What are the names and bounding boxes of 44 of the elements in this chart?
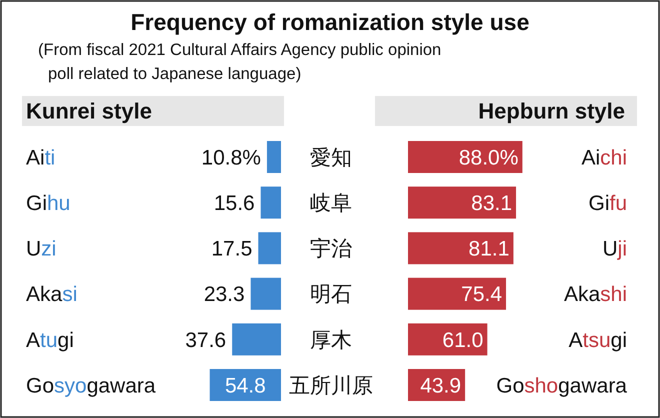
- data-label: 81.1: [468, 238, 510, 261]
- text: 明石: [310, 283, 352, 306]
- y-tick-label: Gifu: [588, 192, 627, 215]
- data-label: 54.8: [224, 374, 266, 398]
- bar: [232, 323, 281, 356]
- text: 厚木: [310, 328, 352, 352]
- bar: [250, 278, 281, 310]
- text: 岐阜: [310, 192, 352, 215]
- y-tick-label: Akasi: [26, 283, 78, 306]
- data-label: 10.8%: [201, 146, 261, 170]
- bar: [408, 186, 516, 219]
- text: 宇治: [310, 238, 352, 261]
- data-label: 23.3: [204, 283, 245, 306]
- bar: [408, 141, 522, 173]
- data-label: 61.0: [442, 328, 484, 352]
- bar: [408, 323, 488, 356]
- bar: [266, 141, 281, 173]
- chart-title: Hepburn style: [478, 98, 625, 124]
- bar: [408, 232, 514, 264]
- y-tick-label: Akashi: [564, 283, 627, 306]
- data-label: 37.6: [185, 328, 226, 352]
- text: (From fiscal 2021 Cultural Affairs Agency public opinion poll related to Japanese language): [38, 40, 442, 83]
- text: Frequency of romanization style use: [130, 9, 530, 36]
- bar: [260, 186, 281, 219]
- data-label: 83.1: [471, 192, 512, 215]
- y-tick-label: Aiti: [26, 146, 56, 170]
- y-tick-label: Uji: [602, 238, 627, 261]
- text: 愛知: [310, 146, 352, 170]
- bar: [258, 232, 281, 264]
- y-tick-label: Aichi: [581, 146, 627, 170]
- y-tick-label: Atugi: [26, 328, 74, 352]
- data-label: 15.6: [214, 192, 255, 215]
- chart-title: Kunrei style: [26, 98, 152, 124]
- text: 五所川原: [289, 374, 373, 398]
- data-label: 43.9: [420, 374, 462, 398]
- data-label: 17.5: [211, 238, 252, 261]
- data-label: 75.4: [461, 283, 502, 306]
- bar: [408, 278, 506, 310]
- y-tick-label: Gihu: [26, 192, 70, 215]
- y-tick-label: Atsugi: [568, 328, 627, 352]
- data-label: 88.0%: [458, 146, 518, 170]
- y-tick-label: Uzi: [26, 238, 56, 261]
- y-tick-label: Gosyogawara: [26, 374, 156, 398]
- y-tick-label: Goshogawara: [496, 374, 628, 398]
